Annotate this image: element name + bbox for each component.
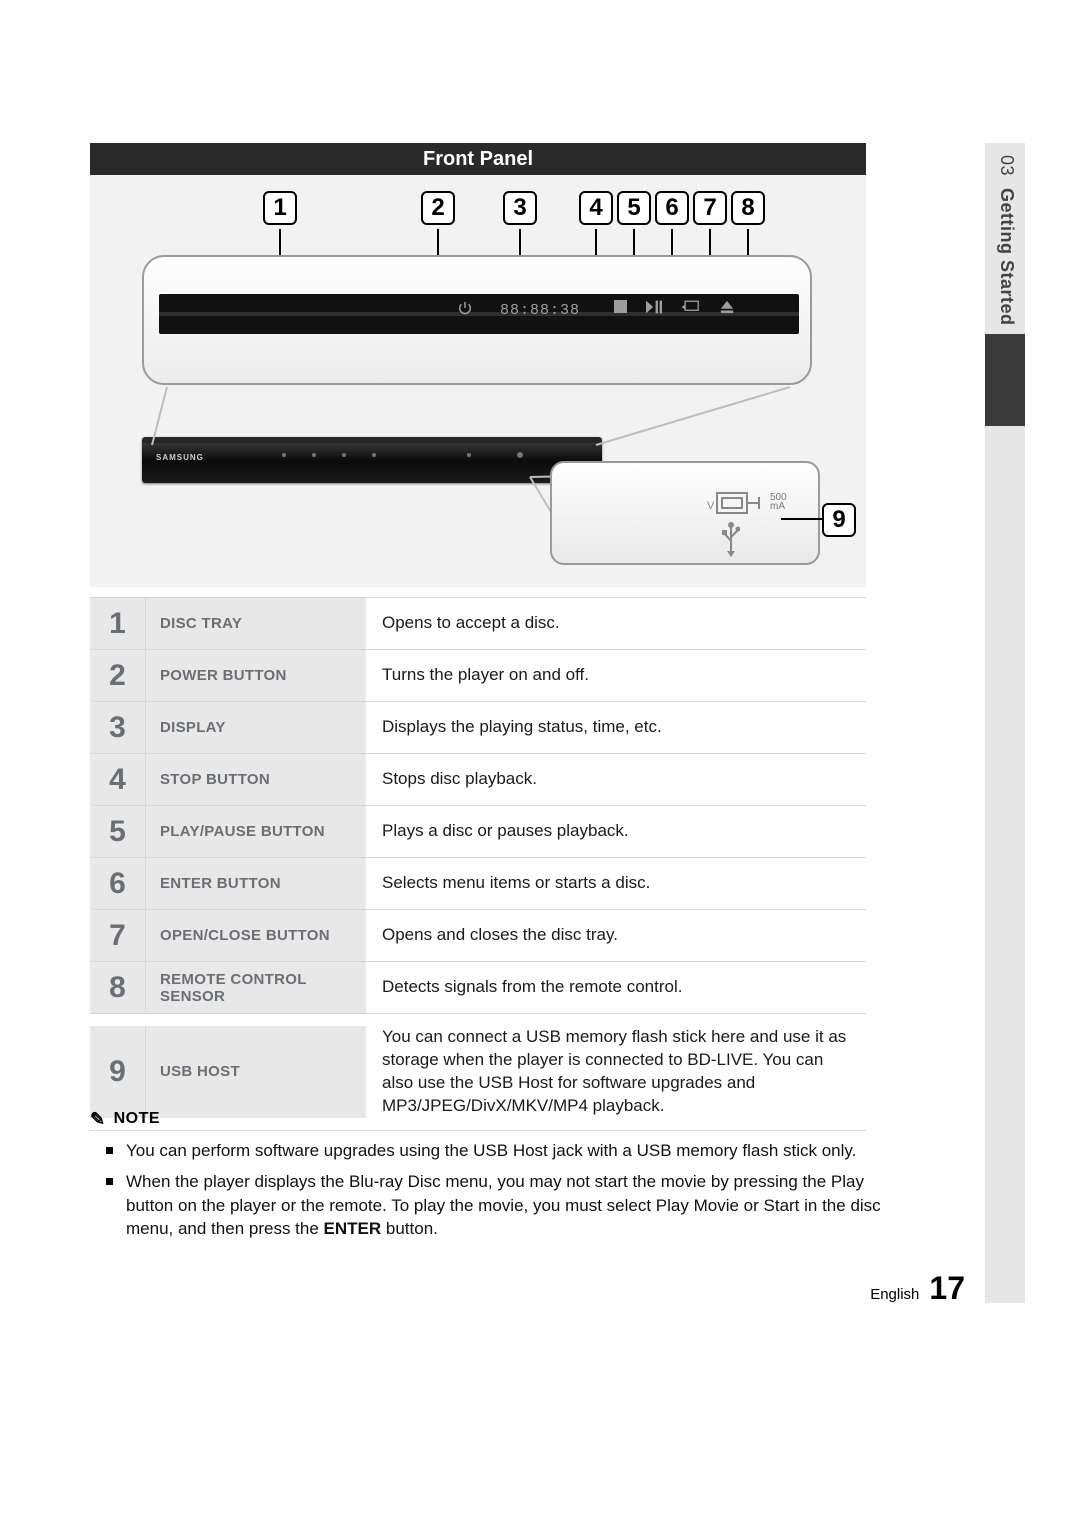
chapter-number: 03 (997, 155, 1017, 176)
usb-power-label: 500 mA (770, 493, 787, 511)
device-zoom-stripe (159, 312, 799, 316)
callout-box-6: 6 (655, 191, 689, 225)
note-item: You can perform software upgrades using … (126, 1139, 890, 1162)
note-list: You can perform software upgrades using … (90, 1139, 890, 1241)
device-overview: SAMSUNG (142, 437, 602, 483)
feature-name: STOP BUTTON (146, 754, 366, 805)
feature-number: 7 (90, 910, 146, 961)
callout-box-1: 1 (263, 191, 297, 225)
feature-description: Opens and closes the disc tray. (366, 924, 866, 947)
chapter-title: Getting Started (997, 188, 1017, 326)
device-indicator (467, 453, 471, 457)
feature-description: Opens to accept a disc. (366, 612, 866, 635)
stop-icon (614, 300, 627, 318)
feature-number: 3 (90, 702, 146, 753)
feature-number: 2 (90, 650, 146, 701)
side-tab-marker (985, 334, 1025, 426)
feature-name: PLAY/PAUSE BUTTON (146, 806, 366, 857)
feature-row: 5PLAY/PAUSE BUTTONPlays a disc or pauses… (90, 806, 866, 858)
feature-number: 4 (90, 754, 146, 805)
note-item: When the player displays the Blu-ray Dis… (126, 1170, 890, 1240)
feature-name: ENTER BUTTON (146, 858, 366, 909)
brand-logo: SAMSUNG (156, 453, 204, 462)
feature-row: 2POWER BUTTONTurns the player on and off… (90, 650, 866, 702)
callout-9-leader (781, 518, 823, 520)
enter-icon (681, 300, 699, 319)
feature-description: Displays the playing status, time, etc. (366, 716, 866, 739)
usb-port-icon: V (707, 487, 767, 519)
front-panel-diagram: 1 2 3 45678 88:88:38 (90, 175, 866, 587)
feature-name: USB HOST (146, 1026, 366, 1118)
callout-box-9: 9 (822, 503, 856, 537)
note-icon: ✎ (90, 1109, 106, 1130)
play-pause-icon (646, 300, 662, 319)
device-indicator (282, 453, 286, 457)
feature-name: POWER BUTTON (146, 650, 366, 701)
callout-box-5: 5 (617, 191, 651, 225)
callout-box-4: 4 (579, 191, 613, 225)
feature-number: 1 (90, 598, 146, 649)
note-block: ✎ NOTE You can perform software upgrades… (90, 1108, 890, 1249)
eject-icon (720, 300, 734, 319)
callout-box-8: 8 (731, 191, 765, 225)
page-footer: English 17 (870, 1270, 965, 1307)
feature-row: 1DISC TRAYOpens to accept a disc. (90, 598, 866, 650)
footer-page-number: 17 (929, 1270, 965, 1307)
note-heading: ✎ NOTE (90, 1108, 890, 1129)
device-display: 88:88:38 (500, 302, 580, 319)
callout-box-2: 2 (421, 191, 455, 225)
note-title: NOTE (114, 1110, 160, 1128)
feature-row: 7OPEN/CLOSE BUTTONOpens and closes the d… (90, 910, 866, 962)
feature-description: You can connect a USB memory flash stick… (366, 1026, 866, 1118)
feature-number: 9 (90, 1026, 146, 1118)
feature-row: 4STOP BUTTONStops disc playback. (90, 754, 866, 806)
feature-description: Plays a disc or pauses playback. (366, 820, 866, 843)
feature-row: 8REMOTE CONTROL SENSORDetects signals fr… (90, 962, 866, 1014)
footer-language: English (870, 1286, 919, 1303)
side-tab-label: 03 Getting Started (996, 155, 1017, 325)
feature-description: Selects menu items or starts a disc. (366, 872, 866, 895)
feature-description: Stops disc playback. (366, 768, 866, 791)
device-indicator (372, 453, 376, 457)
device-indicator (312, 453, 316, 457)
feature-table: 1DISC TRAYOpens to accept a disc.2POWER … (90, 597, 866, 1131)
feature-row: 6ENTER BUTTONSelects menu items or start… (90, 858, 866, 910)
power-icon (457, 300, 473, 321)
feature-name: OPEN/CLOSE BUTTON (146, 910, 366, 961)
feature-name: DISC TRAY (146, 598, 366, 649)
feature-description: Detects signals from the remote control. (366, 976, 866, 999)
svg-text:V: V (707, 500, 715, 512)
feature-number: 6 (90, 858, 146, 909)
device-zoom-outline: 88:88:38 (142, 255, 812, 385)
usb-label-bottom: mA (770, 501, 785, 512)
feature-name: REMOTE CONTROL SENSOR (146, 962, 366, 1013)
feature-description: Turns the player on and off. (366, 664, 866, 687)
feature-number: 8 (90, 962, 146, 1013)
usb-trident-icon (722, 521, 740, 557)
device-indicator (517, 452, 523, 458)
device-indicator (342, 453, 346, 457)
page: 03 Getting Started Front Panel 1 2 3 45678 … (0, 0, 1080, 1532)
feature-row: 3DISPLAYDisplays the playing status, tim… (90, 702, 866, 754)
feature-name: DISPLAY (146, 702, 366, 753)
section-title-bar: Front Panel (90, 143, 866, 175)
usb-detail-panel: V 500 mA (550, 461, 820, 565)
feature-number: 5 (90, 806, 146, 857)
callout-box-3: 3 (503, 191, 537, 225)
callout-box-7: 7 (693, 191, 727, 225)
